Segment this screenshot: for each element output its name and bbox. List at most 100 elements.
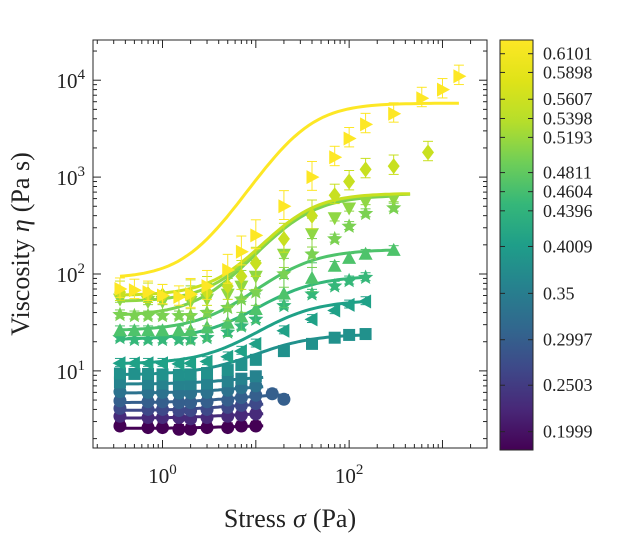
data-point	[358, 269, 374, 284]
data-point	[141, 421, 155, 435]
data-point	[113, 323, 127, 337]
data-point	[249, 419, 263, 433]
data-point	[329, 150, 343, 165]
data-point	[173, 289, 187, 304]
data-point	[277, 230, 290, 247]
data-point	[127, 323, 142, 337]
colorbar-ticks: 0.1999 0.2503 0.2997 0.35 0.4009 0.43960.4604…	[500, 44, 593, 442]
data-point	[306, 170, 320, 185]
data-point	[112, 356, 126, 371]
y-tick-label: 102	[57, 261, 86, 287]
data-point	[154, 307, 171, 323]
data-point	[358, 246, 373, 260]
data-point	[221, 364, 234, 377]
colorbar-tick-label: 0.4811	[543, 163, 592, 183]
data-point	[156, 395, 170, 409]
data-point	[359, 328, 372, 341]
series-0.6101	[114, 64, 467, 308]
data-point	[171, 323, 186, 337]
data-point	[235, 372, 248, 385]
y-tick-label: 101	[57, 358, 86, 384]
data-point	[220, 315, 235, 329]
data-point	[304, 312, 318, 327]
y-axis-label: Viscosityη(Pa s)	[6, 152, 35, 336]
data-point	[327, 258, 342, 272]
data-point	[156, 377, 169, 390]
colorbar-tick-label: 0.35	[543, 283, 575, 303]
data-point	[221, 375, 234, 388]
data-point	[141, 395, 155, 409]
data-point	[327, 278, 343, 293]
data-point	[184, 378, 197, 391]
data-point	[140, 331, 156, 347]
colorbar-tick-label: 0.6101	[543, 44, 593, 64]
data-point	[142, 367, 155, 380]
data-point	[184, 422, 198, 436]
data-point	[342, 202, 357, 216]
data-point	[387, 158, 400, 175]
y-tick-label: 104	[57, 67, 86, 93]
data-point	[200, 320, 214, 334]
series-0.1999	[113, 419, 264, 436]
data-point	[221, 278, 234, 295]
data-point	[233, 344, 247, 359]
data-point	[185, 287, 199, 302]
data-point	[453, 69, 467, 84]
data-point	[416, 91, 430, 106]
data-point	[126, 307, 142, 323]
data-point	[305, 270, 319, 284]
data-point	[437, 82, 450, 97]
data-point	[156, 368, 169, 381]
data-point	[184, 396, 198, 410]
data-point	[221, 409, 235, 423]
data-point	[141, 323, 155, 337]
colorbar-tick-label: 0.5898	[543, 62, 593, 82]
data-point	[306, 207, 318, 224]
data-point	[172, 368, 185, 381]
data-point	[386, 200, 402, 215]
data-point	[126, 356, 140, 371]
colorbar-tick-label: 0.5607	[543, 89, 593, 109]
data-point	[358, 196, 373, 209]
fit-curve	[119, 101, 459, 278]
data-point	[128, 283, 142, 298]
colorbar-tick-label: 0.2997	[543, 330, 593, 350]
fit-curve	[119, 192, 411, 297]
data-point	[343, 328, 356, 341]
data-point	[249, 353, 262, 366]
colorbar-tick-label: 0.5398	[543, 108, 593, 128]
data-point	[327, 230, 343, 246]
data-point	[277, 392, 291, 406]
data-point	[112, 306, 128, 322]
data-point	[358, 205, 374, 221]
data-point	[360, 117, 374, 132]
x-tick-label: 102	[335, 462, 364, 488]
data-point	[248, 270, 263, 284]
data-point	[221, 393, 235, 407]
data-point	[305, 228, 319, 242]
data-point	[220, 349, 234, 364]
data-point	[113, 419, 127, 433]
data-point	[278, 199, 292, 214]
data-point	[157, 288, 170, 303]
data-point	[422, 144, 434, 161]
data-point	[234, 408, 248, 422]
data-point	[388, 106, 402, 121]
series-0.35	[113, 328, 372, 381]
data-point	[222, 263, 236, 277]
data-point	[201, 367, 214, 380]
data-point	[249, 255, 262, 271]
data-point	[343, 173, 356, 190]
data-point	[249, 407, 263, 421]
data-point	[156, 421, 170, 435]
colorbar-tick-label: 0.5193	[543, 127, 593, 147]
data-point	[235, 244, 249, 259]
data-point	[172, 396, 186, 410]
data-point	[306, 337, 319, 350]
data-point	[328, 331, 341, 344]
data-point	[221, 421, 235, 435]
data-point	[128, 367, 141, 380]
data-point	[171, 356, 185, 371]
data-point	[234, 391, 248, 405]
